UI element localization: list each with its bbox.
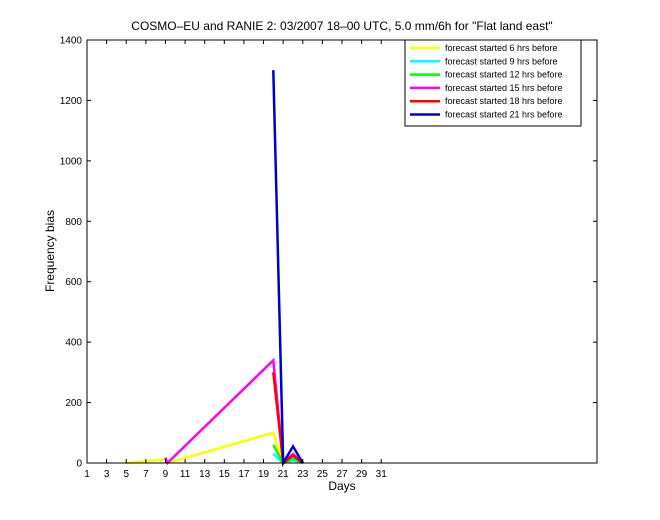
chart-title: COSMO–EU and RANIE 2: 03/2007 18–00 UTC,… [131,19,552,33]
y-tick-label: 800 [65,217,82,228]
y-tick-label: 1400 [60,36,83,47]
legend-box [404,39,582,127]
x-tick-label: 19 [258,469,270,480]
y-tick-label: 200 [65,398,82,409]
x-tick-label: 21 [278,469,290,480]
x-tick-label: 11 [180,469,191,480]
y-tick-label: 1200 [60,96,83,107]
series-line-6 [272,70,304,468]
y-tick-label: 1000 [60,156,83,167]
x-tick-label: 7 [143,469,149,480]
x-axis-ticks: 1 3 5 7 9 11 13 15 17 19 21 23 25 27 29 31 [84,40,387,480]
x-tick-label: 25 [317,469,329,480]
y-tick-label: 0 [76,459,82,470]
x-tick-label: 31 [376,469,388,480]
legend-entry-label: forecast started 18 hrs before [445,96,563,106]
y-tick-label: 600 [65,277,82,288]
series-layer [125,70,304,468]
legend-entry-label: forecast started 21 hrs before [445,110,563,120]
x-tick-label: 17 [238,469,250,480]
legend-entry-label: forecast started 15 hrs before [445,83,563,93]
x-axis-label: Days [328,479,355,493]
legend-entry-label: forecast started 9 hrs before [445,56,558,66]
x-tick-label: 13 [199,469,211,480]
series-line-5 [272,372,304,466]
x-tick-label: 15 [219,469,231,480]
x-tick-label: 27 [336,469,348,480]
x-tick-label: 29 [356,469,368,480]
legend: forecast started 6 hrs before forecast st… [404,39,582,127]
x-tick-label: 5 [123,469,129,480]
x-tick-label: 1 [84,469,90,480]
legend-entry-label: forecast started 6 hrs before [445,43,558,53]
legend-entry-label: forecast started 12 hrs before [445,70,563,80]
x-tick-label: 9 [163,469,169,480]
x-tick-label: 3 [104,469,110,480]
y-axis-ticks: 0 200 400 600 800 1000 1200 1400 [60,36,597,470]
y-axis-label: Frequency bias [43,210,57,292]
x-tick-label: 23 [297,469,309,480]
y-tick-label: 400 [65,338,82,349]
